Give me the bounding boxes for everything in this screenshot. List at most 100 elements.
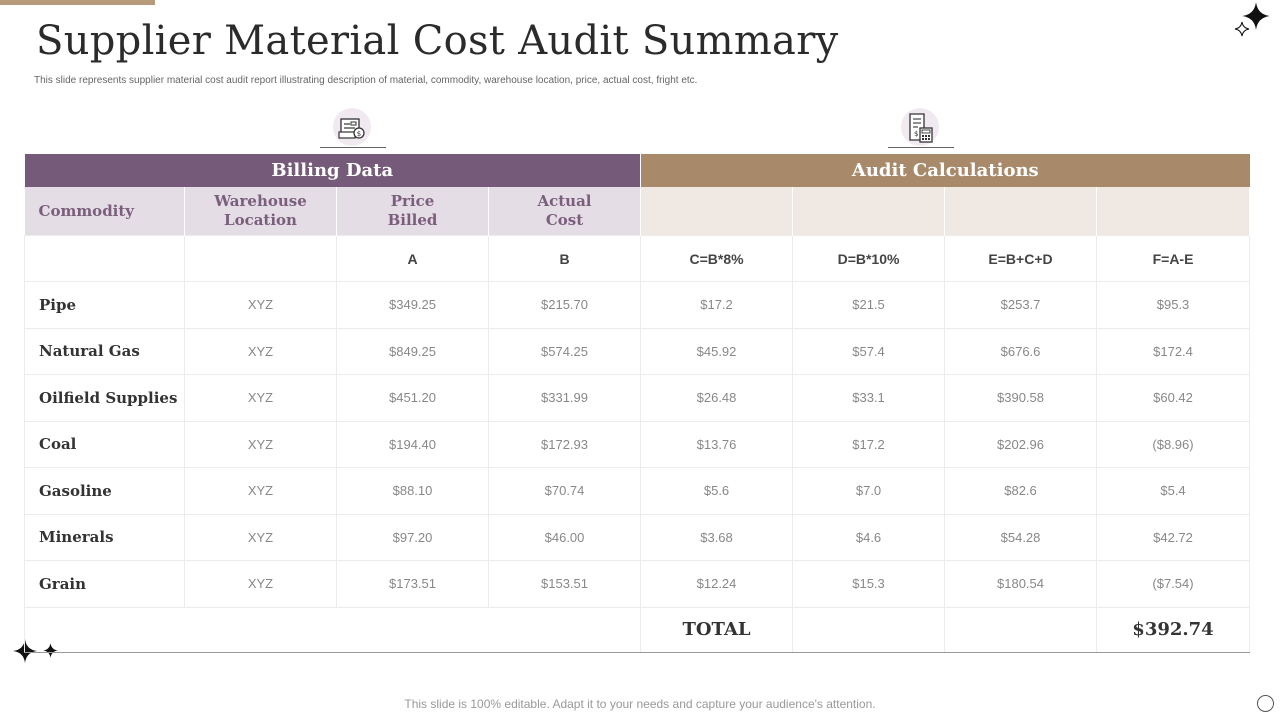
actual-cost-cell: $574.25	[487, 327, 642, 375]
f-value-cell: ($7.54)	[1096, 560, 1251, 608]
commodity-cell: Coal	[24, 420, 185, 468]
audit-calculations-header: Audit Calculations	[640, 154, 1250, 187]
actual-cost-cell: $215.70	[487, 281, 642, 329]
total-empty-cell	[792, 607, 946, 653]
price-header-line-2: Billed	[387, 211, 438, 229]
warehouse-cell: XYZ	[184, 513, 337, 561]
price-cell: $349.25	[336, 281, 489, 329]
commodity-cell: Gasoline	[24, 467, 185, 515]
d-value-cell: $57.4	[792, 327, 946, 375]
c-value-cell: $45.92	[640, 327, 794, 375]
actual-cost-cell: $172.93	[487, 420, 642, 468]
formula-row: A B C=B*8% D=B*10% E=B+C+D F=A-E	[24, 235, 1251, 282]
total-value: $392.74	[1096, 607, 1251, 653]
f-value-cell: $42.72	[1096, 513, 1251, 561]
commodity-cell: Grain	[24, 560, 185, 608]
formula-cell: E=B+C+D	[944, 235, 1098, 282]
sparkle-star-icon	[1242, 2, 1270, 30]
e-value-cell: $676.6	[944, 327, 1098, 375]
actual-header-line-2: Cost	[545, 211, 584, 229]
commodity-cell: Oilfield Supplies	[24, 374, 185, 422]
page-indicator-circle	[1257, 695, 1274, 712]
c-value-cell: $17.2	[640, 281, 794, 329]
billing-receipt-icon: $	[338, 118, 365, 139]
actual-cost-cell: $153.51	[487, 560, 642, 608]
column-header-row: Commodity Warehouse Location Price Bille…	[24, 187, 1251, 236]
d-value-cell: $4.6	[792, 513, 946, 561]
table-row: Gasoline XYZ $88.10 $70.74 $5.6 $7.0 $82…	[24, 467, 1251, 515]
commodity-cell: Minerals	[24, 513, 185, 561]
price-billed-header: Price Billed	[336, 187, 489, 236]
total-row-spacer	[23, 607, 642, 653]
sparkle-star-outline-icon	[1234, 21, 1250, 37]
f-value-cell: $95.3	[1096, 281, 1251, 329]
e-value-cell: $54.28	[944, 513, 1098, 561]
page-subtitle: This slide represents supplier material …	[34, 75, 698, 86]
warehouse-cell: XYZ	[184, 327, 337, 375]
e-value-cell: $202.96	[944, 420, 1098, 468]
d-value-cell: $15.3	[792, 560, 946, 608]
c-value-cell: $26.48	[640, 374, 794, 422]
audit-sub-header-cell	[640, 187, 794, 236]
price-cell: $88.10	[336, 467, 489, 515]
total-label: TOTAL	[640, 607, 794, 653]
calculator-document-icon: $	[909, 113, 933, 143]
audit-icon-badge: $	[888, 106, 954, 148]
formula-cell-empty	[24, 235, 185, 282]
formula-cell: A	[336, 235, 489, 282]
audit-summary-table: Billing Data Audit Calculations Commodit…	[23, 154, 1251, 653]
actual-cost-header: Actual Cost	[488, 187, 642, 236]
table-row: Natural Gas XYZ $849.25 $574.25 $45.92 $…	[24, 327, 1251, 375]
svg-text:$: $	[914, 130, 918, 138]
formula-cell-empty	[184, 235, 337, 282]
price-cell: $194.40	[336, 420, 489, 468]
warehouse-cell: XYZ	[184, 281, 337, 329]
table-row: Pipe XYZ $349.25 $215.70 $17.2 $21.5 $25…	[24, 281, 1251, 329]
audit-sub-header-cell	[1096, 187, 1251, 236]
price-header-line-1: Price	[390, 192, 435, 210]
svg-text:$: $	[357, 130, 361, 138]
d-value-cell: $33.1	[792, 374, 946, 422]
page-title: Supplier Material Cost Audit Summary	[36, 18, 839, 64]
warehouse-cell: XYZ	[184, 560, 337, 608]
price-cell: $173.51	[336, 560, 489, 608]
warehouse-cell: XYZ	[184, 467, 337, 515]
table-row: Grain XYZ $173.51 $153.51 $12.24 $15.3 $…	[24, 560, 1251, 608]
total-empty-cell	[944, 607, 1098, 653]
e-value-cell: $253.7	[944, 281, 1098, 329]
d-value-cell: $17.2	[792, 420, 946, 468]
table-row: Coal XYZ $194.40 $172.93 $13.76 $17.2 $2…	[24, 420, 1251, 468]
d-value-cell: $21.5	[792, 281, 946, 329]
corner-accent-bar	[0, 0, 155, 5]
commodity-header: Commodity	[24, 187, 185, 236]
e-value-cell: $390.58	[944, 374, 1098, 422]
actual-cost-cell: $331.99	[487, 374, 642, 422]
warehouse-cell: XYZ	[184, 420, 337, 468]
commodity-cell: Pipe	[24, 281, 185, 329]
footer-note: This slide is 100% editable. Adapt it to…	[404, 697, 876, 711]
price-cell: $451.20	[336, 374, 489, 422]
c-value-cell: $3.68	[640, 513, 794, 561]
audit-sub-header-cell	[944, 187, 1098, 236]
billing-data-header: Billing Data	[24, 154, 642, 187]
d-value-cell: $7.0	[792, 467, 946, 515]
c-value-cell: $12.24	[640, 560, 794, 608]
c-value-cell: $13.76	[640, 420, 794, 468]
warehouse-header-line-1: Warehouse	[214, 192, 307, 210]
commodity-cell: Natural Gas	[24, 327, 185, 375]
c-value-cell: $5.6	[640, 467, 794, 515]
e-value-cell: $82.6	[944, 467, 1098, 515]
total-row: TOTAL $392.74	[23, 607, 1251, 653]
table-row: Oilfield Supplies XYZ $451.20 $331.99 $2…	[24, 374, 1251, 422]
formula-cell: D=B*10%	[792, 235, 946, 282]
formula-cell: B	[487, 235, 642, 282]
f-value-cell: $5.4	[1096, 467, 1251, 515]
formula-cell: F=A-E	[1096, 235, 1251, 282]
e-value-cell: $180.54	[944, 560, 1098, 608]
billing-icon-badge: $	[320, 106, 386, 148]
actual-cost-cell: $46.00	[487, 513, 642, 561]
price-cell: $97.20	[336, 513, 489, 561]
f-value-cell: $60.42	[1096, 374, 1251, 422]
f-value-cell: $172.4	[1096, 327, 1251, 375]
warehouse-cell: XYZ	[184, 374, 337, 422]
